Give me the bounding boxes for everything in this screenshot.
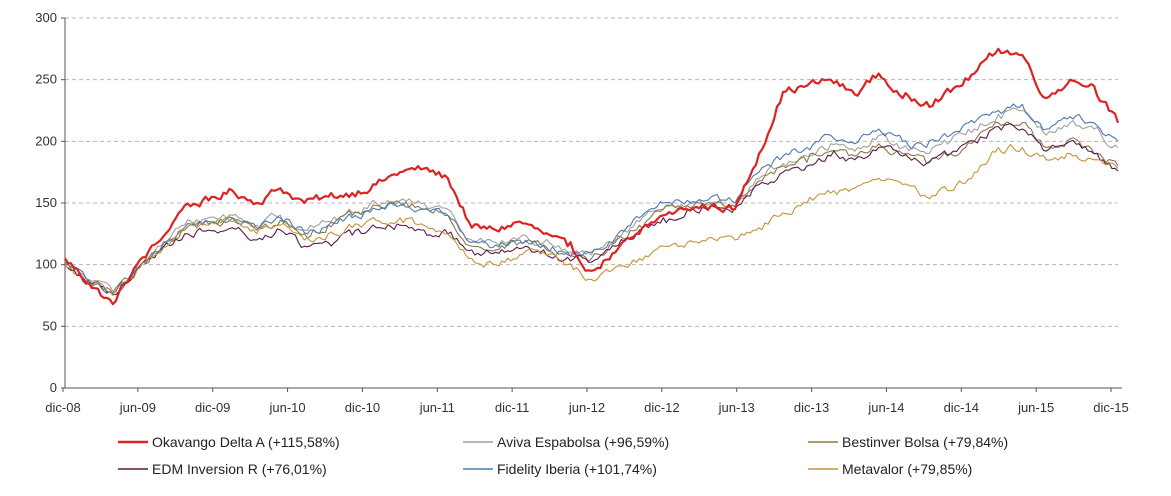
y-tick-label: 0: [50, 380, 57, 395]
y-tick-label: 200: [35, 133, 57, 148]
series-line: [64, 47, 1120, 306]
x-tick-label: jun-13: [718, 400, 755, 415]
series-line: [64, 103, 1119, 294]
y-tick-label: 150: [35, 195, 57, 210]
series-line: [64, 144, 1119, 297]
y-tick-label: 50: [43, 318, 57, 333]
legend-label: Okavango Delta A (+115,58%): [152, 434, 340, 450]
y-tick-labels: 0 50 100 150 200 250 300: [35, 10, 57, 395]
legend-label: Fidelity Iberia (+101,74%): [497, 461, 657, 477]
series-line: [64, 121, 1119, 295]
legend-label: Metavalor (+79,85%): [842, 461, 972, 477]
x-tick-label: dic-15: [1093, 400, 1128, 415]
series-line: [64, 123, 1119, 296]
x-tick-label: dic-10: [345, 400, 380, 415]
y-tick-label: 250: [35, 72, 57, 87]
series-line: [64, 107, 1119, 293]
x-tick-label: dic-12: [644, 400, 679, 415]
x-tick-labels: dic-08 jun-09 dic-09 jun-10 dic-10 jun-11 dic-…: [45, 400, 1128, 415]
x-tick-label: jun-12: [568, 400, 605, 415]
x-tick-label: jun-10: [269, 400, 306, 415]
x-tick-label: dic-13: [794, 400, 829, 415]
x-tick-label: dic-11: [495, 400, 529, 415]
legend-label: EDM Inversion R (+76,01%): [152, 461, 327, 477]
series-lines: [64, 47, 1120, 306]
y-tick-label: 100: [35, 257, 57, 272]
legend: Okavango Delta A (+115,58%) Aviva Espabol…: [118, 434, 1008, 477]
x-tick-label: dic-09: [195, 400, 230, 415]
x-tick-label: jun-15: [1017, 400, 1054, 415]
x-tick-label: jun-09: [119, 400, 156, 415]
grid-lines: [65, 17, 1118, 327]
y-tick-label: 300: [35, 10, 57, 25]
x-tick-label: jun-14: [867, 400, 904, 415]
axes: [61, 17, 1122, 392]
legend-label: Bestinver Bolsa (+79,84%): [842, 434, 1008, 450]
x-tick-label: dic-14: [944, 400, 979, 415]
x-tick-label: dic-08: [45, 400, 80, 415]
x-tick-label: jun-11: [419, 400, 455, 415]
legend-label: Aviva Espabolsa (+96,59%): [497, 434, 669, 450]
